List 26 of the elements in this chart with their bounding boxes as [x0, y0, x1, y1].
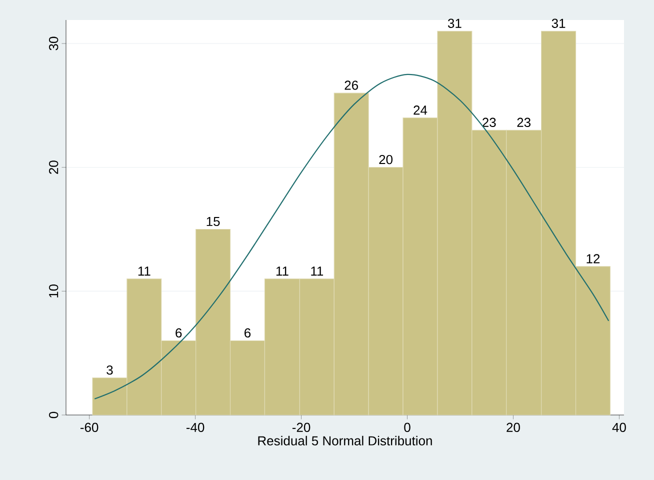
data-label: 31	[448, 18, 462, 28]
y-tick-label: 30	[48, 36, 58, 50]
data-label: 23	[482, 118, 496, 128]
data-label: 6	[176, 328, 182, 338]
x-tick-label: -40	[186, 422, 204, 432]
data-label: 20	[379, 154, 393, 164]
x-tick-label: -20	[292, 422, 310, 432]
data-label: 12	[586, 254, 600, 264]
y-tick-label: 0	[48, 412, 58, 418]
data-label: 3	[106, 365, 113, 375]
data-label: 15	[206, 216, 220, 226]
data-label: 6	[244, 328, 251, 338]
data-label: 23	[517, 118, 531, 128]
data-label: 31	[552, 18, 566, 28]
data-label: 24	[414, 106, 428, 115]
x-tick-label: -60	[80, 422, 98, 432]
x-tick-label: 20	[506, 422, 520, 432]
data-label: 11	[276, 266, 288, 276]
data-label: 11	[138, 266, 150, 276]
x-tick-label: 0	[404, 422, 410, 432]
x-tick-label: 40	[612, 422, 626, 432]
y-tick-label: 20	[48, 160, 58, 174]
data-label: 11	[311, 266, 324, 276]
data-label: 26	[344, 80, 358, 90]
y-tick-label: 10	[48, 284, 58, 298]
x-axis-title: Residual 5 Normal Distribution	[258, 436, 432, 446]
